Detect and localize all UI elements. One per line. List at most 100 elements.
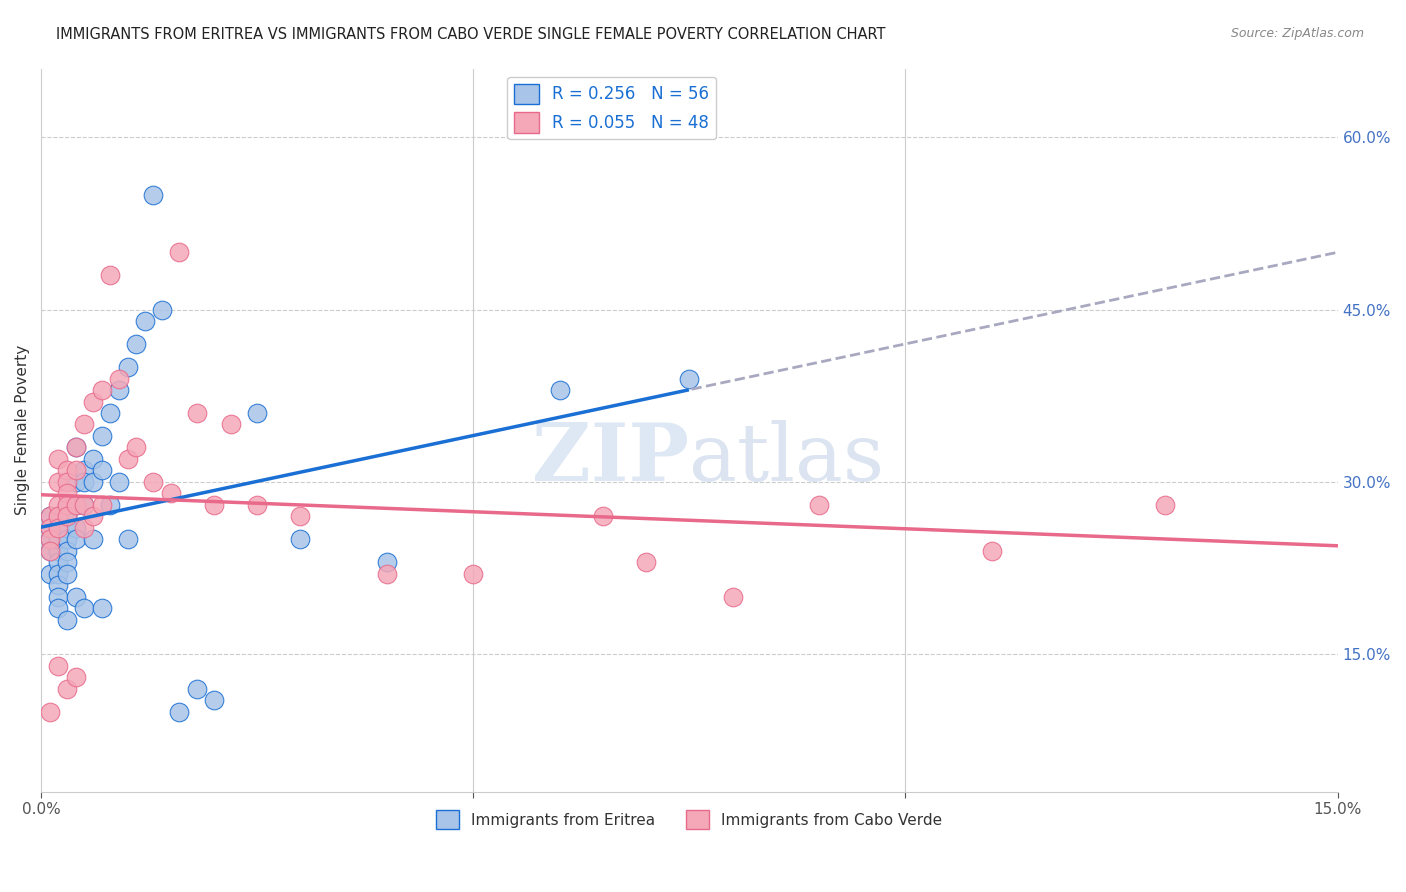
Point [56,509,79,524]
Point [678,371,700,385]
Point [73,463,96,477]
Point [117,533,139,547]
Point [65,521,87,535]
Point [290,533,312,547]
Point [82,394,104,409]
Point [463,566,485,581]
Point [48,555,70,569]
Text: Source: ZipAtlas.com: Source: ZipAtlas.com [1230,27,1364,40]
Point [169,245,191,260]
Point [117,452,139,467]
Point [202,693,225,707]
Point [48,601,70,615]
Point [90,383,112,397]
Point [219,417,242,432]
Point [65,670,87,684]
Text: IMMIGRANTS FROM ERITREA VS IMMIGRANTS FROM CABO VERDE SINGLE FEMALE POVERTY CORR: IMMIGRANTS FROM ERITREA VS IMMIGRANTS FR… [56,27,886,42]
Point [375,555,398,569]
Point [65,533,87,547]
Point [246,498,269,512]
Point [38,533,60,547]
Point [169,705,191,719]
Point [98,268,121,283]
Point [246,406,269,420]
Text: atlas: atlas [689,420,884,498]
Point [48,521,70,535]
Point [56,555,79,569]
Point [592,509,614,524]
Point [117,360,139,375]
Point [48,544,70,558]
Point [73,521,96,535]
Point [90,463,112,477]
Point [159,486,181,500]
Point [375,566,398,581]
Point [65,441,87,455]
Y-axis label: Single Female Poverty: Single Female Poverty [15,345,30,516]
Point [56,498,79,512]
Point [48,498,70,512]
Point [108,371,131,385]
Point [48,452,70,467]
Point [65,463,87,477]
Point [1153,498,1175,512]
Point [73,417,96,432]
Point [636,555,658,569]
Point [142,187,165,202]
Point [56,498,79,512]
Point [98,406,121,420]
Point [48,566,70,581]
Point [150,302,173,317]
Point [73,475,96,489]
Point [56,613,79,627]
Point [56,566,79,581]
Point [38,705,60,719]
Point [202,498,225,512]
Point [56,681,79,696]
Point [38,544,60,558]
Point [65,498,87,512]
Point [186,681,208,696]
Point [65,475,87,489]
Point [56,486,79,500]
Point [808,498,831,512]
Point [56,475,79,489]
Point [48,509,70,524]
Point [38,509,60,524]
Point [38,521,60,535]
Legend: Immigrants from Eritrea, Immigrants from Cabo Verde: Immigrants from Eritrea, Immigrants from… [430,804,949,835]
Point [186,406,208,420]
Point [38,566,60,581]
Point [48,521,70,535]
Point [82,509,104,524]
Point [125,337,148,351]
Point [142,475,165,489]
Point [73,498,96,512]
Point [48,509,70,524]
Point [90,498,112,512]
Point [125,441,148,455]
Point [48,578,70,592]
Point [134,314,156,328]
Point [48,533,70,547]
Point [90,601,112,615]
Point [82,452,104,467]
Point [56,509,79,524]
Point [82,533,104,547]
Text: ZIP: ZIP [533,420,689,498]
Point [48,590,70,604]
Point [98,498,121,512]
Point [65,590,87,604]
Point [65,498,87,512]
Point [108,383,131,397]
Point [82,475,104,489]
Point [48,658,70,673]
Point [56,521,79,535]
Point [38,544,60,558]
Point [38,509,60,524]
Point [48,475,70,489]
Point [56,463,79,477]
Point [38,521,60,535]
Point [56,544,79,558]
Point [73,601,96,615]
